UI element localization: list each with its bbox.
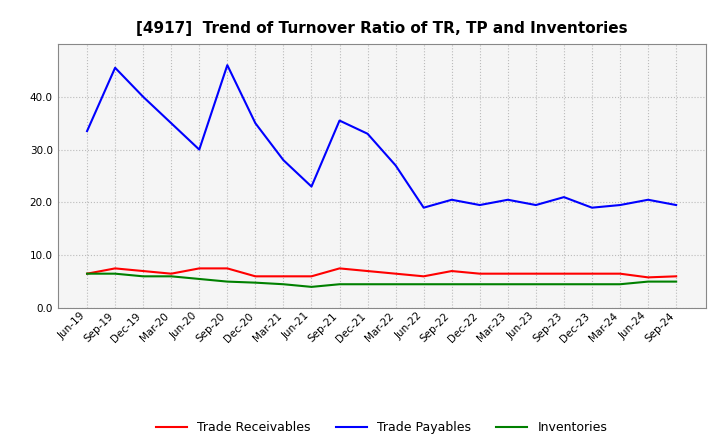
Trade Payables bbox=[672, 202, 680, 208]
Inventories bbox=[364, 282, 372, 287]
Title: [4917]  Trend of Turnover Ratio of TR, TP and Inventories: [4917] Trend of Turnover Ratio of TR, TP… bbox=[136, 21, 627, 36]
Trade Receivables bbox=[503, 271, 512, 276]
Trade Receivables bbox=[336, 266, 344, 271]
Trade Receivables bbox=[307, 274, 316, 279]
Trade Receivables bbox=[223, 266, 232, 271]
Trade Receivables bbox=[559, 271, 568, 276]
Inventories bbox=[223, 279, 232, 284]
Trade Payables bbox=[307, 184, 316, 189]
Inventories bbox=[336, 282, 344, 287]
Inventories bbox=[644, 279, 652, 284]
Trade Receivables bbox=[195, 266, 204, 271]
Inventories bbox=[307, 284, 316, 290]
Trade Payables bbox=[588, 205, 596, 210]
Inventories bbox=[475, 282, 484, 287]
Inventories bbox=[167, 274, 176, 279]
Inventories bbox=[83, 271, 91, 276]
Inventories bbox=[419, 282, 428, 287]
Trade Payables bbox=[251, 121, 260, 126]
Trade Payables bbox=[223, 62, 232, 68]
Trade Receivables bbox=[475, 271, 484, 276]
Inventories bbox=[531, 282, 540, 287]
Trade Payables bbox=[364, 131, 372, 136]
Inventories bbox=[279, 282, 288, 287]
Trade Receivables bbox=[447, 268, 456, 274]
Trade Receivables bbox=[644, 275, 652, 280]
Trade Receivables bbox=[616, 271, 624, 276]
Trade Receivables bbox=[391, 271, 400, 276]
Trade Payables bbox=[531, 202, 540, 208]
Trade Payables bbox=[475, 202, 484, 208]
Trade Receivables bbox=[251, 274, 260, 279]
Trade Receivables bbox=[672, 274, 680, 279]
Inventories bbox=[672, 279, 680, 284]
Inventories bbox=[559, 282, 568, 287]
Trade Receivables bbox=[139, 268, 148, 274]
Trade Payables bbox=[644, 197, 652, 202]
Line: Trade Receivables: Trade Receivables bbox=[87, 268, 676, 277]
Trade Receivables bbox=[83, 271, 91, 276]
Trade Payables bbox=[195, 147, 204, 152]
Trade Receivables bbox=[588, 271, 596, 276]
Trade Payables bbox=[279, 158, 288, 163]
Inventories bbox=[111, 271, 120, 276]
Trade Payables bbox=[83, 128, 91, 134]
Legend: Trade Receivables, Trade Payables, Inventories: Trade Receivables, Trade Payables, Inven… bbox=[151, 416, 612, 439]
Inventories bbox=[503, 282, 512, 287]
Trade Receivables bbox=[364, 268, 372, 274]
Trade Receivables bbox=[419, 274, 428, 279]
Line: Inventories: Inventories bbox=[87, 274, 676, 287]
Inventories bbox=[588, 282, 596, 287]
Inventories bbox=[391, 282, 400, 287]
Trade Payables bbox=[559, 194, 568, 200]
Inventories bbox=[195, 276, 204, 282]
Trade Payables bbox=[336, 118, 344, 123]
Trade Receivables bbox=[279, 274, 288, 279]
Trade Receivables bbox=[531, 271, 540, 276]
Trade Payables bbox=[167, 121, 176, 126]
Inventories bbox=[447, 282, 456, 287]
Trade Receivables bbox=[111, 266, 120, 271]
Trade Payables bbox=[503, 197, 512, 202]
Trade Payables bbox=[391, 163, 400, 168]
Trade Receivables bbox=[167, 271, 176, 276]
Inventories bbox=[616, 282, 624, 287]
Trade Payables bbox=[419, 205, 428, 210]
Trade Payables bbox=[111, 65, 120, 70]
Trade Payables bbox=[616, 202, 624, 208]
Inventories bbox=[139, 274, 148, 279]
Trade Payables bbox=[139, 94, 148, 99]
Trade Payables bbox=[447, 197, 456, 202]
Line: Trade Payables: Trade Payables bbox=[87, 65, 676, 208]
Inventories bbox=[251, 280, 260, 285]
